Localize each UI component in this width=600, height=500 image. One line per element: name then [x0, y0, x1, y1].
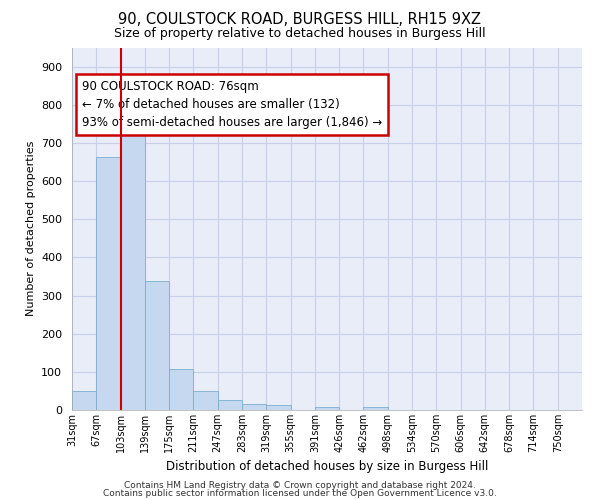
Bar [96, 157, 121, 410]
Text: 90, COULSTOCK ROAD, BURGESS HILL, RH15 9XZ: 90, COULSTOCK ROAD, BURGESS HILL, RH15 9… [119, 12, 482, 28]
Text: 90 COULSTOCK ROAD: 76sqm
← 7% of detached houses are smaller (132)
93% of semi-d: 90 COULSTOCK ROAD: 76sqm ← 7% of detache… [82, 80, 382, 129]
Bar [145, 281, 169, 410]
X-axis label: Distribution of detached houses by size in Burgess Hill: Distribution of detached houses by size … [166, 460, 488, 473]
Bar [364, 407, 388, 410]
Bar [193, 391, 218, 410]
Text: Contains public sector information licensed under the Open Government Licence v3: Contains public sector information licen… [103, 489, 497, 498]
Bar [266, 406, 290, 410]
Bar [242, 404, 266, 410]
Bar [169, 369, 193, 410]
Bar [72, 391, 96, 410]
Text: Contains HM Land Registry data © Crown copyright and database right 2024.: Contains HM Land Registry data © Crown c… [124, 480, 476, 490]
Bar [121, 124, 145, 410]
Bar [218, 400, 242, 410]
Bar [315, 407, 339, 410]
Y-axis label: Number of detached properties: Number of detached properties [26, 141, 35, 316]
Text: Size of property relative to detached houses in Burgess Hill: Size of property relative to detached ho… [114, 28, 486, 40]
